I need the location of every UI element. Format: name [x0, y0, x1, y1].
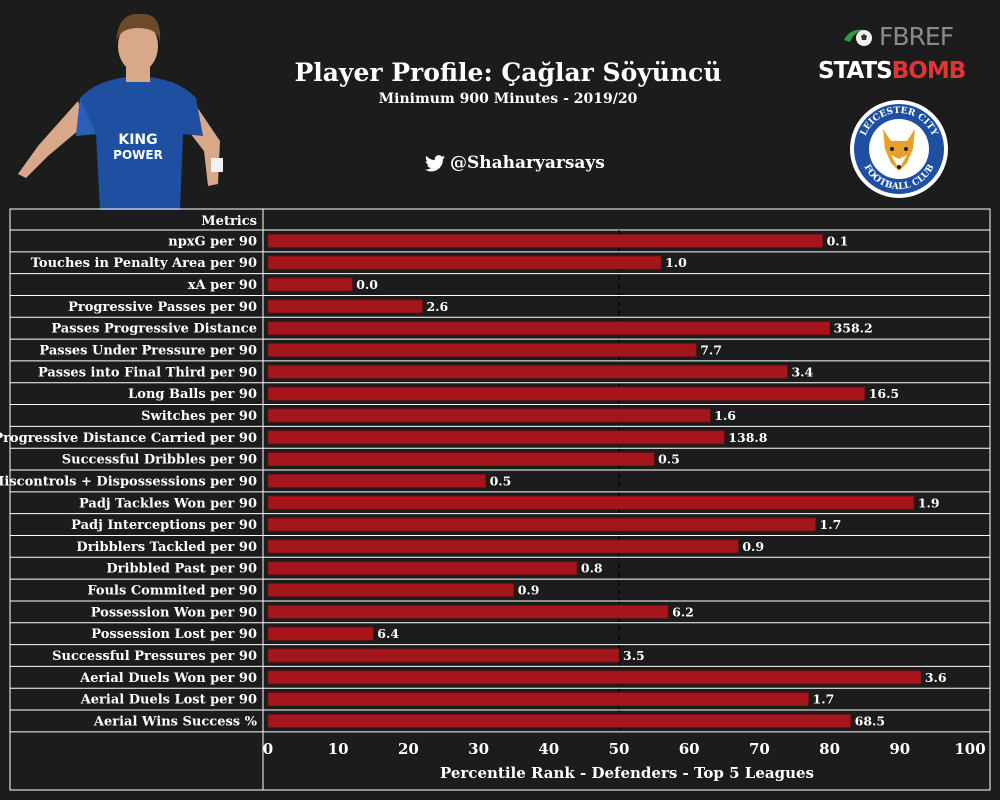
bar-value-label: 0.0 [356, 277, 378, 292]
bar-value-label: 0.5 [490, 473, 512, 488]
metric-label: Long Balls per 90 [128, 387, 257, 402]
x-tick-label: 0 [263, 740, 273, 758]
metric-label: Possession Won per 90 [91, 605, 257, 620]
page-title: Player Profile: Çağlar Söyüncü [294, 58, 722, 87]
bar [267, 561, 578, 576]
x-tick-label: 100 [954, 740, 985, 758]
metric-label: Passes Progressive Distance [51, 322, 257, 337]
bar-value-label: 2.6 [426, 299, 448, 314]
metric-label: Padj Tackles Won per 90 [79, 496, 257, 511]
x-tick-label: 70 [749, 740, 770, 758]
metric-label: Possession Lost per 90 [91, 627, 257, 642]
bar [267, 670, 922, 685]
bar [267, 692, 809, 707]
metric-label: Dribbled Past per 90 [106, 562, 257, 577]
metric-label: Miscontrols + Dispossessions per 90 [0, 474, 257, 489]
bar [267, 604, 669, 619]
bar [267, 408, 711, 423]
bar [267, 343, 697, 357]
metric-label: Aerial Wins Success % [93, 714, 258, 729]
header: KING POWER Player Profile: Çağlar Söyünc… [0, 0, 1000, 210]
x-tick-label: 10 [328, 740, 349, 758]
bar [267, 452, 655, 467]
player-photo: KING POWER [18, 13, 223, 210]
metric-label: Successful Dribbles per 90 [62, 453, 257, 468]
bar-value-label: 1.0 [665, 255, 687, 270]
bar [267, 539, 739, 554]
x-axis-label: Percentile Rank - Defenders - Top 5 Leag… [440, 764, 814, 782]
x-tick-label: 80 [819, 740, 840, 758]
bar [267, 517, 816, 532]
x-tick-label: 90 [889, 740, 910, 758]
bar [267, 714, 852, 728]
fbref-logo: FBREF [842, 22, 954, 51]
metric-label: Aerial Duels Lost per 90 [80, 693, 257, 708]
x-tick-label: 30 [468, 740, 489, 758]
metrics-header: Metrics [201, 214, 257, 229]
shirt-sponsor-2: POWER [113, 148, 163, 162]
leicester-city-crest: LEICESTER CITY FOOTBALL CLUB [850, 100, 948, 198]
x-tick-label: 60 [679, 740, 700, 758]
twitter-handle[interactable]: @Shaharyarsays [425, 153, 605, 173]
x-tick-label: 50 [609, 740, 630, 758]
metric-label: Progressive Distance Carried per 90 [0, 431, 257, 446]
chart-frame [9, 208, 991, 791]
bar-value-label: 0.9 [742, 539, 764, 554]
bar-value-label: 68.5 [855, 713, 885, 728]
bar-value-label: 16.5 [869, 386, 899, 401]
bar-value-label: 1.6 [714, 408, 736, 423]
bar-value-label: 6.4 [377, 626, 399, 641]
page-subtitle: Minimum 900 Minutes - 2019/20 [378, 91, 638, 107]
bar [267, 234, 823, 248]
bar [267, 277, 353, 292]
metric-label: Dribblers Tackled per 90 [76, 540, 257, 555]
bar-value-label: 7.7 [700, 343, 722, 358]
bar-value-label: 1.9 [918, 495, 940, 510]
bar [267, 626, 374, 641]
bar-value-label: 3.6 [925, 670, 947, 685]
bar [267, 364, 788, 379]
bar [267, 648, 620, 663]
bar-value-label: 0.9 [518, 583, 540, 598]
bar [267, 495, 915, 510]
metric-label: Aerial Duels Won per 90 [79, 671, 257, 686]
metric-label: xA per 90 [188, 278, 257, 293]
bar [267, 430, 725, 445]
bar [267, 321, 830, 336]
twitter-bird-icon [425, 154, 445, 171]
metric-label: npxG per 90 [168, 234, 257, 249]
bar [267, 474, 487, 488]
bar [267, 583, 515, 597]
soccer-ball-icon [844, 29, 872, 46]
bar-value-label: 358.2 [834, 321, 873, 336]
metric-label: Progressive Passes per 90 [68, 300, 257, 315]
twitter-handle-text: @Shaharyarsays [450, 153, 605, 173]
bar-value-label: 1.7 [813, 692, 835, 707]
metric-label: Fouls Commited per 90 [87, 584, 257, 599]
bar-value-label: 138.8 [728, 430, 767, 445]
bar-value-label: 0.1 [827, 233, 849, 248]
x-tick-label: 40 [538, 740, 559, 758]
shirt-sponsor: KING [118, 132, 157, 148]
bar [267, 299, 423, 314]
metric-label: Successful Pressures per 90 [52, 649, 257, 664]
bar-value-label: 1.7 [820, 517, 842, 532]
bar-value-label: 0.5 [658, 452, 680, 467]
metric-label: Passes Under Pressure per 90 [39, 344, 257, 359]
bar-value-label: 3.4 [791, 364, 813, 379]
bar [267, 386, 866, 401]
bar [267, 255, 662, 270]
bar-value-label: 6.2 [672, 604, 694, 619]
statsbomb-logo: STATSBOMB [818, 58, 966, 84]
metric-label: Passes into Final Third per 90 [38, 365, 257, 380]
x-tick-label: 20 [398, 740, 419, 758]
bar-value-label: 3.5 [623, 648, 645, 663]
metric-label: Switches per 90 [141, 409, 257, 424]
metric-label: Padj Interceptions per 90 [71, 518, 257, 533]
bar-value-label: 0.8 [581, 561, 603, 576]
metric-label: Touches in Penalty Area per 90 [31, 256, 257, 271]
